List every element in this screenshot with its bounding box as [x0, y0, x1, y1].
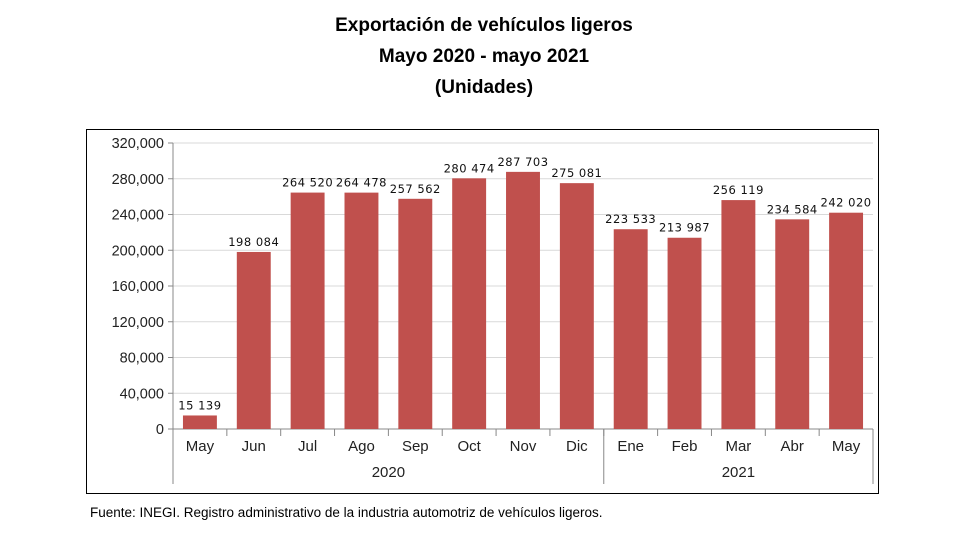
data-label: 287 703 — [497, 155, 548, 169]
chart-subtitle: Mayo 2020 - mayo 2021 — [378, 46, 590, 67]
bar — [290, 192, 325, 429]
y-tick-label: 240,000 — [112, 208, 164, 224]
data-label: 264 478 — [336, 176, 387, 190]
x-year-label: 2020 — [372, 464, 405, 481]
data-label: 213 987 — [659, 221, 710, 235]
x-category-label: Abr — [781, 438, 804, 455]
y-tick-label: 120,000 — [112, 315, 164, 331]
y-tick-label: 80,000 — [120, 351, 164, 367]
y-tick-label: 320,000 — [112, 136, 164, 152]
data-label: 275 081 — [551, 166, 602, 180]
x-category-label: Feb — [672, 438, 698, 455]
bar — [506, 171, 540, 429]
x-year-label: 2021 — [722, 464, 755, 481]
chart-frame: 0 40,000 80,000 120,000 160,000 200,000 240,00… — [86, 129, 879, 494]
bar — [829, 212, 864, 429]
y-tick-label: 280,000 — [112, 172, 164, 188]
chart-units: (Unidades) — [434, 77, 534, 98]
x-category-label: Mar — [725, 438, 751, 455]
source-note: Fuente: INEGI. Registro administrativo d… — [90, 505, 603, 520]
data-label: 223 533 — [605, 212, 656, 226]
data-label: 198 084 — [228, 235, 279, 249]
bar — [398, 198, 433, 429]
bar — [775, 219, 810, 429]
data-label: 242 020 — [821, 196, 872, 210]
bar — [613, 229, 648, 429]
x-category-label: Oct — [457, 438, 481, 455]
x-category-label: Dic — [566, 438, 588, 455]
data-label: 234 584 — [767, 202, 818, 216]
x-category-label: Nov — [510, 438, 537, 455]
x-category-label: May — [186, 438, 215, 455]
chart-title-block: Exportación de vehículos ligeros Mayo 20… — [0, 10, 968, 103]
data-label: 256 119 — [713, 183, 764, 197]
bar — [721, 200, 756, 429]
y-tick-label: 200,000 — [112, 243, 164, 259]
x-category-label: Ago — [348, 438, 375, 455]
data-label: 257 562 — [390, 182, 441, 196]
bar — [667, 237, 702, 429]
data-label: 264 520 — [282, 176, 333, 190]
x-category-label: Sep — [402, 438, 429, 455]
data-label: 280 474 — [444, 161, 495, 175]
bar — [559, 183, 594, 429]
x-category-label: Jun — [242, 438, 266, 455]
bar — [182, 415, 217, 429]
chart-title: Exportación de vehículos ligeros — [335, 15, 633, 36]
x-category-label: Jul — [298, 438, 317, 455]
data-label: 15 139 — [178, 398, 221, 412]
y-tick-label: 40,000 — [120, 386, 164, 402]
y-tick-label: 160,000 — [112, 279, 164, 295]
bar-chart: 0 40,000 80,000 120,000 160,000 200,000 240,00… — [112, 136, 874, 484]
bar — [236, 251, 271, 429]
y-tick-label: 0 — [156, 422, 164, 438]
bar — [344, 192, 379, 429]
bar — [452, 178, 487, 429]
x-category-label: Ene — [617, 438, 644, 455]
x-category-label: May — [832, 438, 861, 455]
